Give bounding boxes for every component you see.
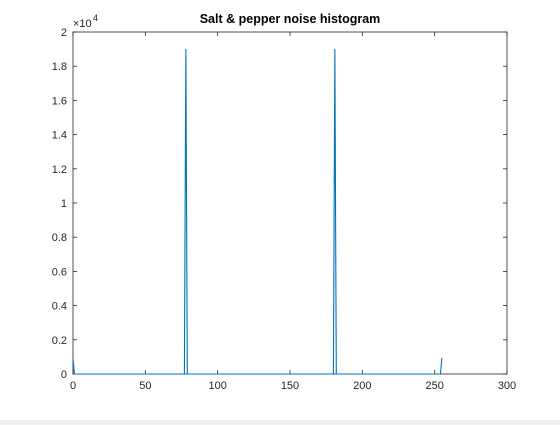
chart-title: Salt & pepper noise histogram: [200, 12, 381, 26]
histogram-series-line: [72, 49, 443, 375]
x-tick-label: 0: [70, 380, 76, 392]
y-tick-label: 0.4: [52, 301, 67, 313]
y-tick-label: 1: [61, 198, 67, 210]
y-axis: 0 0.2 0.4 0.6 0.8 1 1.2 1.4 1.6 1.8 2: [52, 27, 507, 381]
x-axis: 0 50 100 150 200 250 300: [70, 32, 516, 392]
y-exponent-base: ×10: [73, 18, 92, 30]
y-tick-label: 1.6: [52, 95, 67, 107]
y-tick-label: 0.8: [52, 232, 67, 244]
y-tick-label: 1.4: [52, 130, 67, 142]
x-tick-label: 200: [353, 380, 371, 392]
y-tick-label: 0.2: [52, 335, 67, 347]
axes-box: [72, 31, 508, 375]
y-exponent-power: 4: [93, 13, 98, 23]
y-tick-label: 0.6: [52, 266, 67, 278]
y-tick-label: 2: [61, 27, 67, 39]
x-tick-label: 300: [498, 380, 516, 392]
x-tick-label: 100: [208, 380, 226, 392]
x-tick-label: 150: [281, 380, 299, 392]
series-group: [72, 49, 443, 375]
x-tick-label: 50: [139, 380, 151, 392]
y-tick-label: 0: [61, 369, 67, 381]
plot-area: [72, 31, 508, 375]
y-exponent-label: ×10 4: [73, 13, 98, 30]
y-tick-label: 1.2: [52, 164, 67, 176]
y-tick-label: 1.8: [52, 61, 67, 73]
x-tick-label: 250: [425, 380, 443, 392]
